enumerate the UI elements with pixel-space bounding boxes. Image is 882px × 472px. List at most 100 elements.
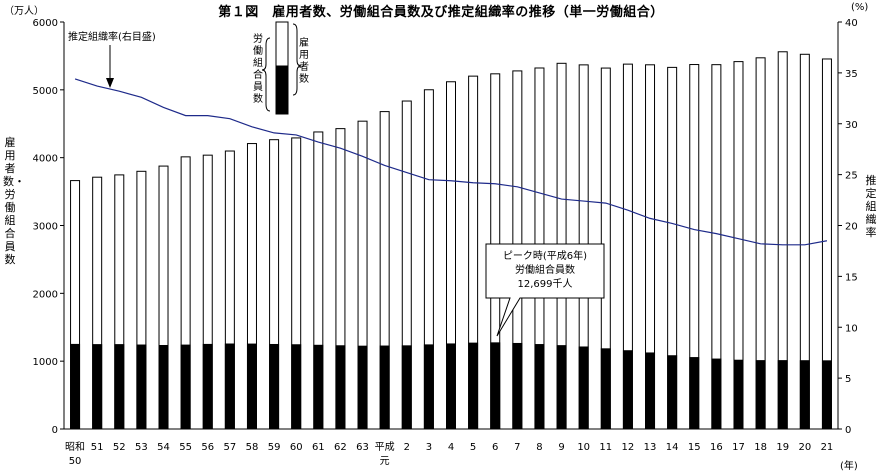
union-member-bar bbox=[158, 344, 169, 430]
legend-union-brace bbox=[261, 37, 271, 112]
x-tick-label: 18 bbox=[754, 442, 767, 453]
union-member-bar bbox=[357, 345, 368, 430]
right-axis-unit: (%) bbox=[851, 2, 869, 13]
legend-employee-brace bbox=[292, 23, 302, 96]
legend-employee-label-char: 雇 bbox=[299, 36, 309, 49]
x-tick-label: 52 bbox=[113, 442, 126, 453]
x-tick-label: 昭和 bbox=[65, 441, 85, 453]
x-tick-label: 17 bbox=[732, 442, 745, 453]
x-tick-label: 58 bbox=[246, 442, 259, 453]
legend-employee-label-char: 数 bbox=[299, 72, 309, 85]
right-tick-label: 30 bbox=[845, 120, 858, 131]
union-member-bar bbox=[578, 346, 589, 430]
x-tick-label: 53 bbox=[135, 442, 148, 453]
rate-line bbox=[74, 78, 828, 246]
union-member-bar bbox=[423, 344, 434, 430]
right-tick-label: 25 bbox=[845, 171, 858, 182]
x-tick-label: 平成 bbox=[375, 441, 395, 453]
union-member-bar bbox=[799, 360, 810, 430]
right-tick-label: 35 bbox=[845, 69, 858, 80]
left-tick-label: 3000 bbox=[33, 222, 58, 233]
union-member-bar bbox=[136, 344, 147, 430]
x-tick-label: 14 bbox=[666, 442, 679, 453]
left-tick-label: 4000 bbox=[33, 154, 58, 165]
x-tick-label: 4 bbox=[448, 442, 454, 453]
union-member-bar bbox=[291, 344, 302, 430]
union-member-bar bbox=[114, 344, 125, 430]
rate-annotation-arrowhead bbox=[106, 78, 114, 88]
x-tick-label: 9 bbox=[558, 442, 564, 453]
union-member-bar bbox=[711, 358, 722, 430]
legend-union-label-char: 労 bbox=[253, 32, 263, 45]
union-member-bar bbox=[667, 355, 678, 430]
left-tick-label: 1000 bbox=[33, 357, 58, 368]
union-member-bar bbox=[755, 360, 766, 430]
x-tick-label: 7 bbox=[514, 442, 520, 453]
left-axis-unit: （万人） bbox=[4, 6, 44, 17]
union-member-bar bbox=[401, 345, 412, 430]
legend-employee-label-char: 用 bbox=[299, 50, 309, 61]
right-tick-label: 5 bbox=[845, 374, 851, 385]
x-tick-label: 56 bbox=[201, 442, 214, 453]
union-member-bar bbox=[379, 345, 390, 430]
union-member-bar bbox=[180, 344, 191, 430]
legend-union-label-char: 数 bbox=[253, 92, 263, 105]
x-tick-label: 19 bbox=[776, 442, 789, 453]
peak-callout-text: 12,699千人 bbox=[518, 278, 573, 290]
x-tick-label: 元 bbox=[380, 456, 390, 467]
x-tick-label: 62 bbox=[334, 442, 347, 453]
x-tick-label: 63 bbox=[356, 442, 369, 453]
right-tick-label: 0 bbox=[845, 425, 851, 436]
left-tick-label: 6000 bbox=[33, 18, 58, 29]
union-member-bar bbox=[92, 344, 103, 430]
legend-union-label-char: 員 bbox=[253, 81, 263, 93]
union-member-bar bbox=[556, 345, 567, 430]
legend-union-swatch bbox=[275, 65, 289, 115]
legend-union-label-char: 合 bbox=[253, 68, 263, 81]
union-member-bar bbox=[313, 344, 324, 430]
union-member-bar bbox=[821, 360, 832, 430]
x-tick-label: 54 bbox=[157, 442, 170, 453]
union-member-bar bbox=[70, 343, 81, 430]
x-tick-label: 2 bbox=[404, 442, 410, 453]
right-tick-label: 40 bbox=[845, 18, 858, 29]
union-member-bar bbox=[733, 359, 744, 430]
x-tick-label: 11 bbox=[599, 442, 612, 453]
x-axis-unit: (年) bbox=[840, 461, 858, 472]
left-tick-label: 5000 bbox=[33, 86, 58, 97]
peak-callout-text: ピーク時(平成6年) bbox=[503, 249, 587, 262]
union-member-bar bbox=[689, 357, 700, 430]
peak-callout-box bbox=[485, 243, 605, 337]
x-tick-label: 20 bbox=[798, 442, 811, 453]
union-member-bar bbox=[269, 343, 280, 430]
union-member-bar bbox=[446, 343, 456, 430]
x-tick-label: 13 bbox=[644, 442, 657, 453]
x-tick-label: 21 bbox=[821, 442, 834, 453]
x-tick-label: 6 bbox=[492, 442, 498, 453]
x-tick-label: 61 bbox=[312, 442, 325, 453]
x-tick-label: 50 bbox=[69, 456, 82, 467]
union-member-bar bbox=[246, 343, 257, 430]
union-member-bar bbox=[468, 342, 479, 430]
rate-annotation-label: 推定組織率(右目盛) bbox=[68, 30, 156, 43]
union-member-bar bbox=[202, 343, 213, 430]
legend-union-label-char: 働 bbox=[253, 44, 263, 57]
union-member-bar bbox=[600, 348, 611, 430]
x-tick-label: 8 bbox=[536, 442, 542, 453]
union-member-bar bbox=[777, 360, 788, 430]
peak-callout-text: 労働組合員数 bbox=[515, 263, 575, 276]
right-tick-label: 15 bbox=[845, 272, 858, 283]
x-tick-label: 55 bbox=[179, 442, 192, 453]
legend-union-label-char: 組 bbox=[253, 56, 263, 69]
union-member-bar bbox=[622, 350, 633, 430]
x-tick-label: 3 bbox=[426, 442, 432, 453]
x-tick-label: 10 bbox=[577, 442, 590, 453]
union-member-bar bbox=[224, 343, 235, 430]
left-tick-label: 0 bbox=[52, 425, 58, 436]
union-member-bar bbox=[490, 342, 501, 430]
x-tick-label: 51 bbox=[91, 442, 104, 453]
right-tick-label: 10 bbox=[845, 323, 858, 334]
x-tick-label: 5 bbox=[470, 442, 476, 453]
chart-title: 第１図 雇用者数、労働組合員数及び推定組織率の推移（単一労働組合） bbox=[218, 5, 664, 20]
